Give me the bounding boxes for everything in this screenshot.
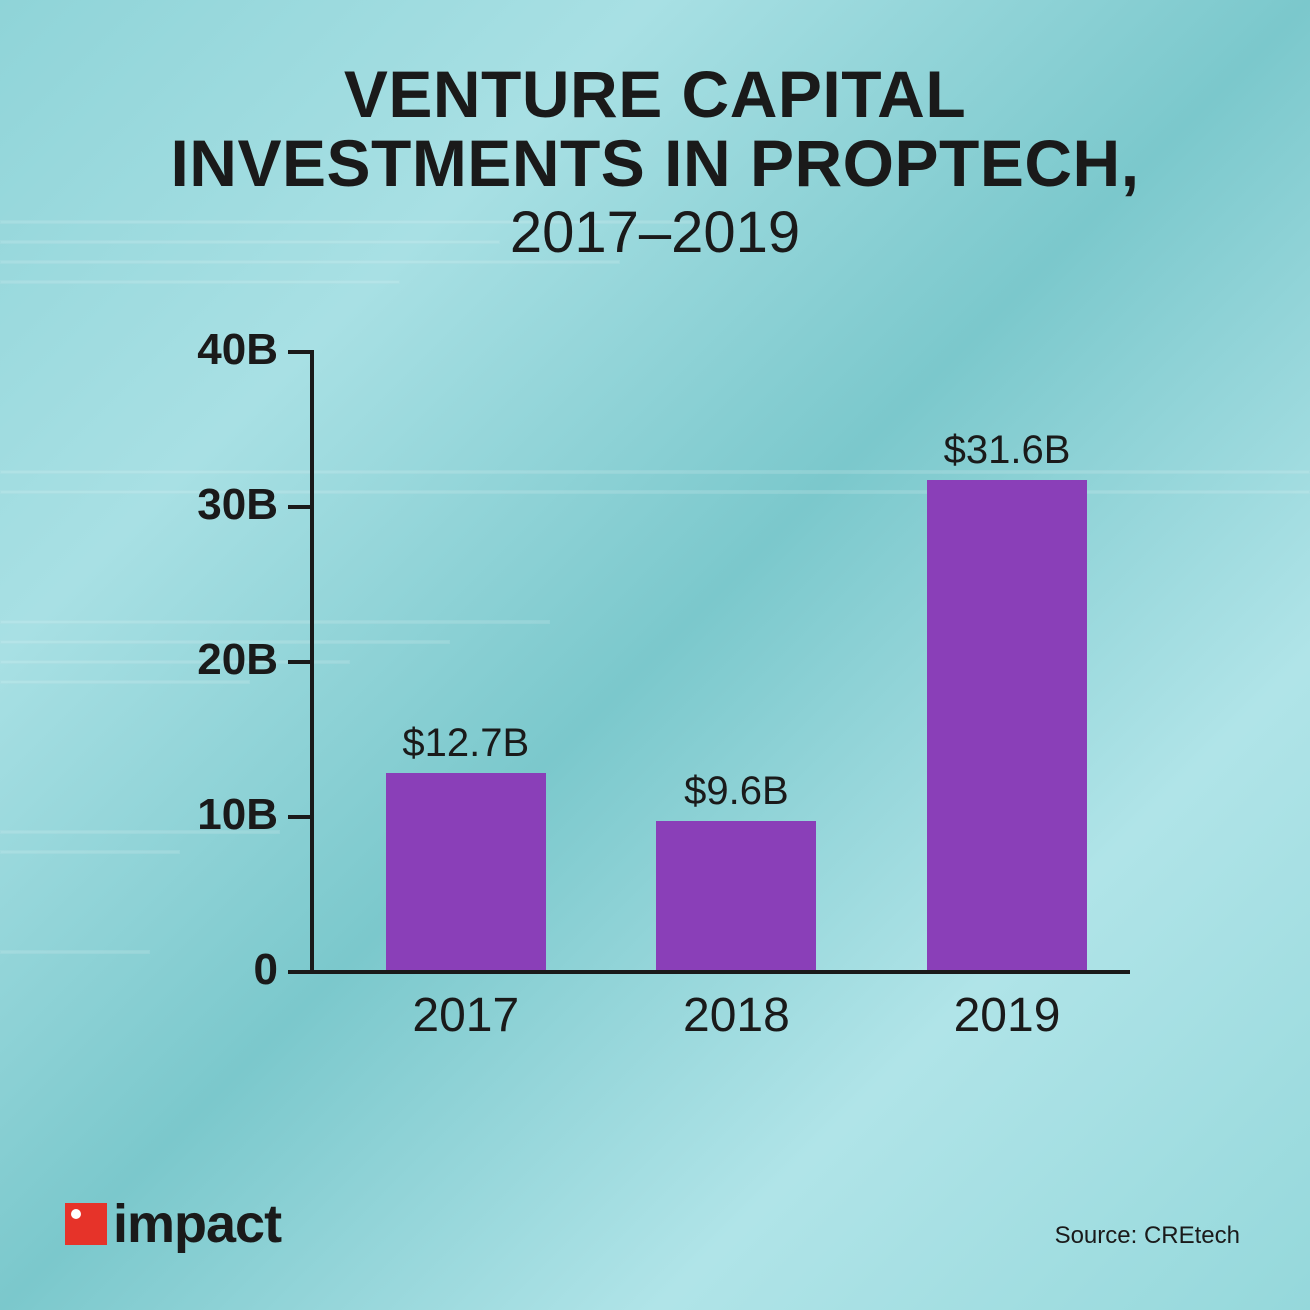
bar-value-label: $12.7B bbox=[402, 721, 529, 766]
y-axis-label: 20B bbox=[178, 635, 278, 685]
source-text: Source: CREtech bbox=[1055, 1222, 1240, 1250]
bar-chart: 010B20B30B40B$12.7B2017$9.6B2018$31.6B20… bbox=[180, 350, 1160, 1070]
bar bbox=[927, 480, 1087, 970]
title-line-1: VENTURE CAPITAL bbox=[0, 60, 1310, 129]
y-tick bbox=[288, 350, 310, 354]
x-axis-label: 2017 bbox=[412, 988, 519, 1043]
bar-value-label: $31.6B bbox=[944, 428, 1071, 473]
title-subtitle: 2017–2019 bbox=[0, 199, 1310, 266]
bar-value-label: $9.6B bbox=[684, 769, 789, 814]
y-axis-line bbox=[310, 350, 314, 970]
logo-text: impact bbox=[113, 1193, 281, 1255]
y-tick bbox=[288, 815, 310, 819]
y-axis-label: 10B bbox=[178, 790, 278, 840]
y-tick bbox=[288, 970, 310, 974]
logo-dot bbox=[71, 1209, 81, 1219]
x-axis-label: 2019 bbox=[954, 988, 1061, 1043]
logo-icon bbox=[65, 1203, 107, 1245]
impact-logo: impact bbox=[65, 1193, 281, 1255]
y-tick bbox=[288, 660, 310, 664]
y-tick bbox=[288, 505, 310, 509]
x-axis-line bbox=[310, 970, 1130, 974]
chart-title-block: VENTURE CAPITAL INVESTMENTS IN PROPTECH,… bbox=[0, 60, 1310, 266]
y-axis-label: 30B bbox=[178, 480, 278, 530]
x-axis-label: 2018 bbox=[683, 988, 790, 1043]
y-axis-label: 0 bbox=[178, 945, 278, 995]
bar bbox=[386, 773, 546, 970]
title-line-2: INVESTMENTS IN PROPTECH, bbox=[0, 129, 1310, 198]
bar bbox=[656, 821, 816, 970]
y-axis-label: 40B bbox=[178, 325, 278, 375]
